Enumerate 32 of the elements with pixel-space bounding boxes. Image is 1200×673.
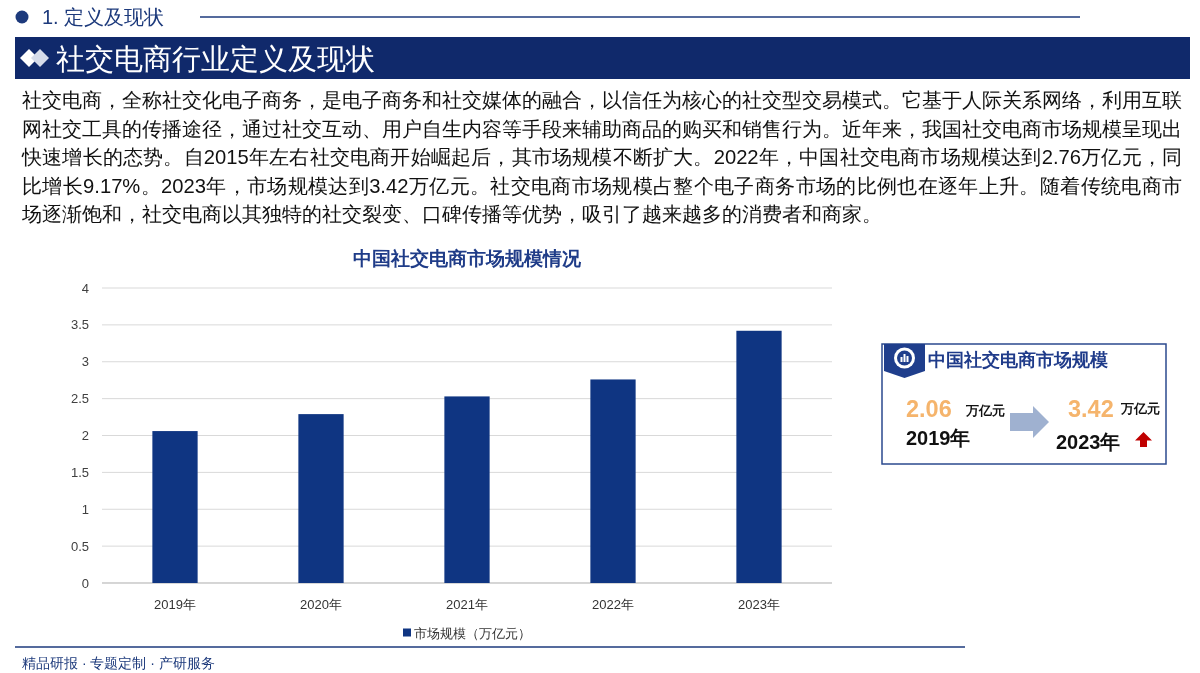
bar xyxy=(152,431,198,583)
y-tick-label: 0 xyxy=(81,575,89,591)
text: 万亿元 xyxy=(965,404,1005,418)
bar xyxy=(590,379,636,583)
text: 精品研报 · 专题定制 · 产研服务 xyxy=(22,655,215,671)
y-tick-label: 1.5 xyxy=(70,464,89,480)
text: 1. 定义及现状 xyxy=(42,6,165,28)
y-tick-label: 3 xyxy=(81,354,89,370)
text: 2019年 xyxy=(906,427,971,449)
x-tick-label: 2020年 xyxy=(300,597,342,612)
bar xyxy=(298,414,344,583)
bar xyxy=(444,396,490,583)
y-tick-label: 1 xyxy=(81,501,89,517)
x-tick-label: 2019年 xyxy=(154,597,196,612)
text: 中国社交电商市场规模 xyxy=(928,350,1108,370)
x-tick-label: 2023年 xyxy=(738,597,780,612)
legend-label: 市场规模（万亿元） xyxy=(414,625,531,641)
x-tick-label: 2021年 xyxy=(446,597,488,612)
text: 2.06 xyxy=(906,396,952,422)
text: 2023年 xyxy=(1056,431,1121,453)
x-tick-label: 2022年 xyxy=(592,597,634,612)
text: 社交电商行业定义及现状 xyxy=(56,43,375,75)
y-tick-label: 4 xyxy=(81,280,89,296)
text: 3.42 xyxy=(1068,396,1114,422)
y-tick-label: 3.5 xyxy=(70,317,89,333)
y-tick-label: 2.5 xyxy=(70,391,89,407)
y-tick-label: 2 xyxy=(81,428,89,443)
text: 万亿元 xyxy=(1120,402,1160,416)
chart-title: 中国社交电商市场规模情况 xyxy=(353,248,582,269)
text: 社交电商，全称社交化电子商务，是电子商务和社交媒体的融合，以信任为核心的社交型交易模式。它基于人际关系网络，利用互联网社交工具的传播途径，通过社交互动、用户自生内容等手段来辅助商品的购买和销售行为。近年来，我国社交电商市场规模呈现出快速增长的态势。自2015年左右社交电商开始崛起后，其市场规模不断扩大。2022年，中国社交电商市场规模达到2.76万亿元，同比增长9.17%。2023年，市场规模达到3.42万亿元。社交电商市场规模占整个电子商务市场的比例也在逐年上升。随着传统电商市场逐渐饱和，社交电商以其独特的社交裂变、口碑传播等优势，吸引了越来越多的消费者和商家。 xyxy=(22,88,1182,228)
y-tick-label: 0.5 xyxy=(70,538,89,554)
bar xyxy=(736,330,782,583)
